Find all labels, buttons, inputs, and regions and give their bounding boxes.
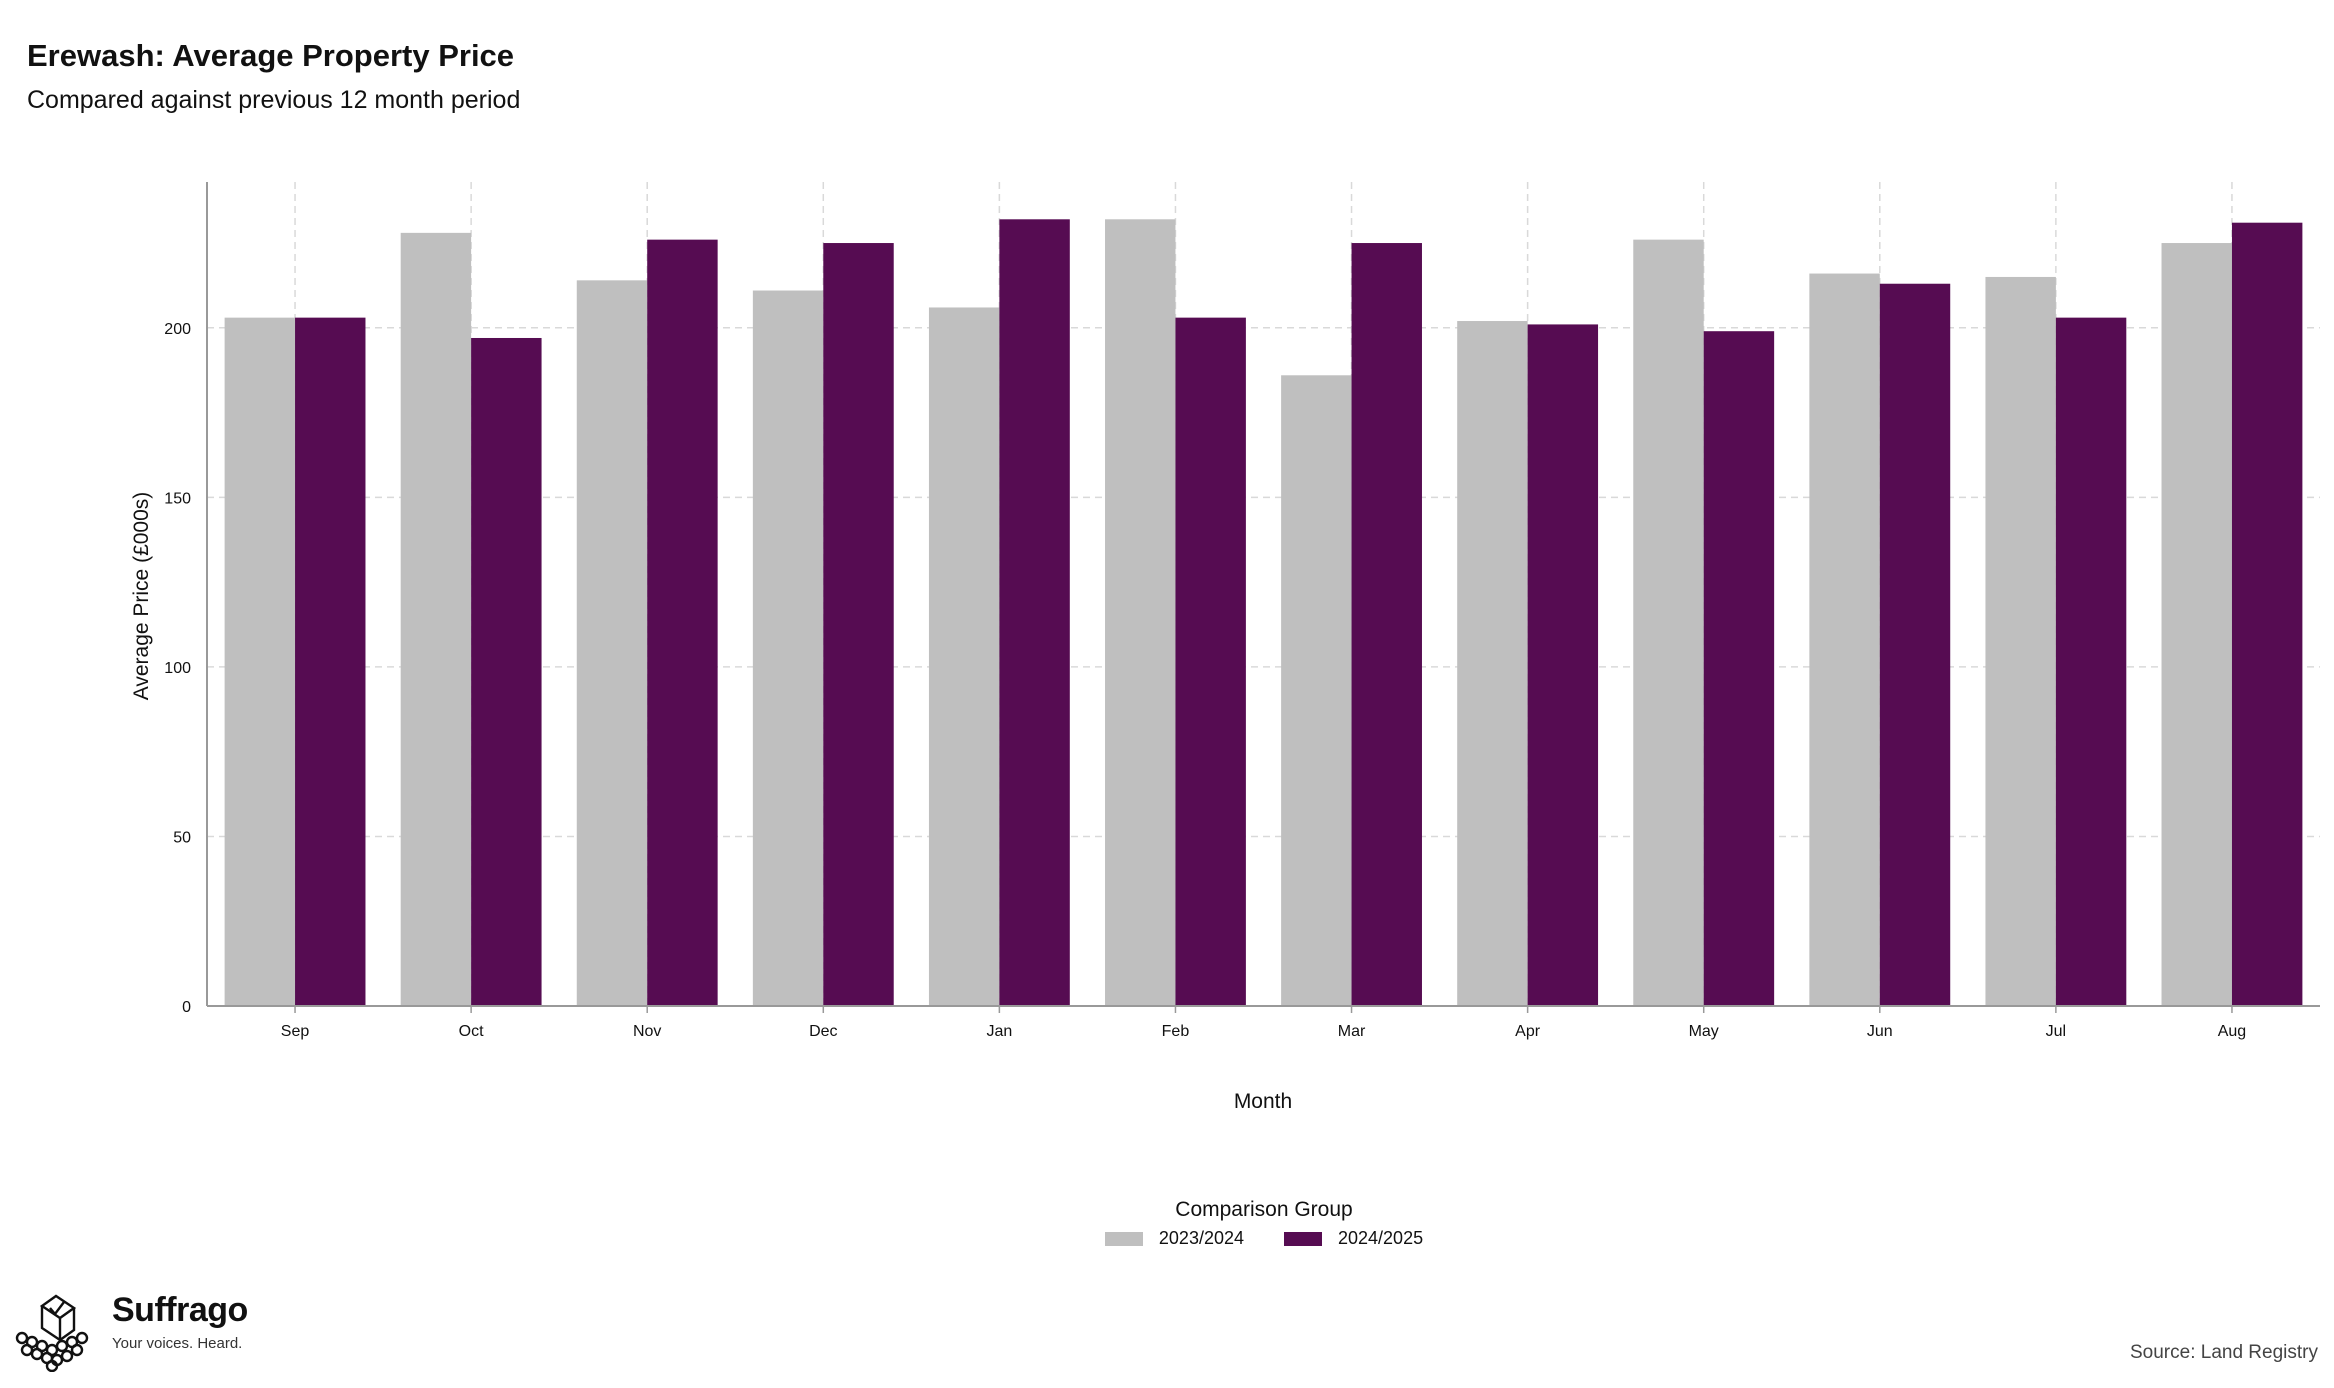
tick-labels: 0 50 100 150 200 Sep Oct Nov Dec Jan Feb Mar Apr May J… (164, 321, 2246, 1040)
bar-2024-2025-oct (471, 337, 542, 1007)
bar-2023-2024-dec (752, 290, 824, 1007)
legend-swatch-2024-2025 (1284, 1231, 1322, 1246)
source-note: Source: Land Registry (2130, 1342, 2318, 1363)
bar-2024-2025-nov (647, 239, 718, 1006)
bar-2023-2024-apr (1457, 321, 1528, 1006)
bar-2023-2024-jun (1809, 273, 1880, 1006)
legend-item-2023-2024: 2023/2024 (1104, 1228, 1244, 1249)
bar-2023-2024-mar (1281, 375, 1352, 1006)
x-tick-label: Feb (1162, 1023, 1190, 1040)
brand-name: Suffrago (112, 1291, 248, 1329)
bar-2023-2024-may (1633, 239, 1704, 1006)
legend: Comparison Group 2023/2024 2024/2025 (1094, 1198, 1434, 1249)
legend-label-2023-2024: 2023/2024 (1158, 1228, 1244, 1248)
bar-2024-2025-dec (823, 243, 894, 1006)
bar-2024-2025-jun (1879, 283, 1951, 1006)
bar-2024-2025-mar (1351, 243, 1422, 1006)
x-tick-label: Oct (459, 1023, 484, 1040)
bar-2023-2024-jan (928, 307, 1000, 1006)
x-tick-label: Jan (986, 1023, 1012, 1040)
bar-2023-2024-oct (400, 232, 472, 1006)
y-tick-label: 100 (164, 660, 191, 677)
legend-title: Comparison Group (1175, 1198, 1353, 1221)
chart-subtitle: Compared against previous 12 month perio… (27, 86, 521, 114)
y-tick-label: 50 (173, 829, 191, 846)
x-axis-title: Month (1234, 1090, 1292, 1113)
y-axis-title: Average Price (£000s) (130, 492, 153, 701)
x-tick-label: Sep (281, 1023, 310, 1040)
axes (206, 182, 2320, 1013)
x-tick-label: Jul (2046, 1023, 2066, 1040)
bar-2024-2025-aug (2231, 222, 2303, 1007)
bar-chart: 0 50 100 150 200 Sep Oct Nov Dec Jan Feb Mar Apr May J… (130, 182, 2320, 1113)
ballot-box-crowd-icon (15, 1294, 89, 1372)
bar-2023-2024-feb (1105, 219, 1176, 1006)
y-tick-label: 0 (182, 999, 191, 1016)
bar-2024-2025-jan (999, 219, 1070, 1006)
bar-2023-2024-sep (224, 317, 296, 1007)
x-tick-label: Apr (1515, 1023, 1541, 1040)
bar-2024-2025-feb (1175, 317, 1246, 1007)
x-tick-label: Mar (1338, 1023, 1366, 1040)
bar-2024-2025-jul (2055, 317, 2127, 1007)
brand-tagline: Your voices. Heard. (112, 1335, 243, 1353)
chart-title: Erewash: Average Property Price (27, 38, 515, 73)
x-tick-label: Jun (1867, 1023, 1893, 1040)
legend-label-2024-2025: 2024/2025 (1338, 1228, 1424, 1248)
bar-2024-2025-sep (295, 317, 366, 1007)
bars (224, 219, 2303, 1007)
legend-swatch-2023-2024 (1104, 1231, 1143, 1246)
x-tick-label: May (1689, 1023, 1719, 1040)
bar-2024-2025-apr (1527, 324, 1599, 1006)
x-tick-label: Aug (2218, 1023, 2246, 1040)
y-tick-label: 150 (164, 490, 191, 507)
bar-2023-2024-aug (2161, 243, 2232, 1006)
y-tick-label: 200 (164, 321, 191, 338)
bar-2024-2025-may (1703, 331, 1775, 1006)
bar-2023-2024-jul (1985, 276, 2056, 1006)
bar-2023-2024-nov (576, 280, 648, 1006)
legend-item-2024-2025: 2024/2025 (1284, 1228, 1423, 1249)
x-tick-label: Dec (809, 1023, 837, 1040)
brand-logo: Suffrago Your voices. Heard. (14, 1291, 248, 1372)
x-tick-label: Nov (633, 1023, 661, 1040)
